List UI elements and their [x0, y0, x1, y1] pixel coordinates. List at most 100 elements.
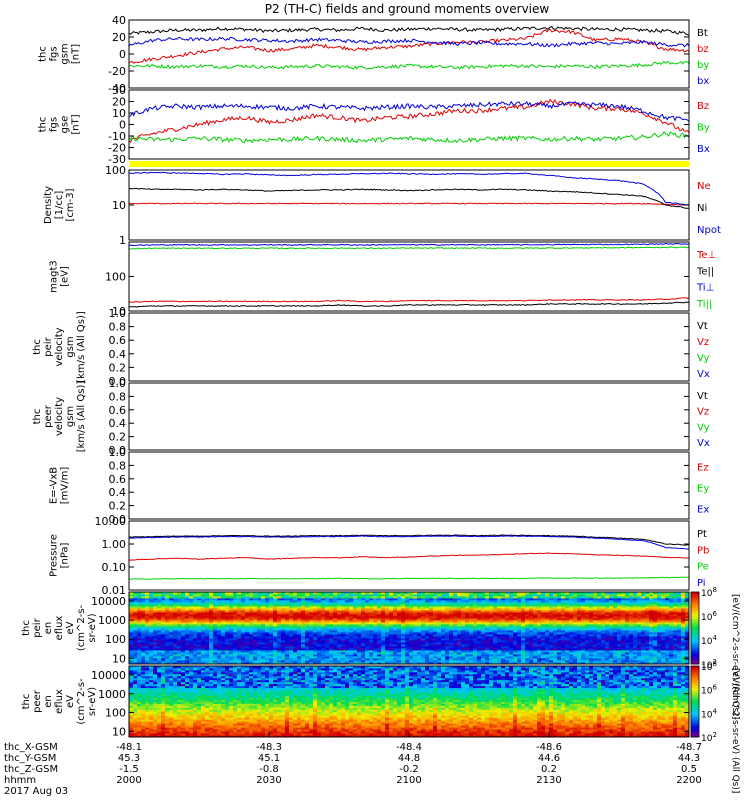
spectrogram-cell: [261, 626, 266, 629]
spectrogram-cell: [293, 660, 298, 663]
spectrogram-cell: [369, 638, 374, 641]
spectrogram-cell: [409, 618, 414, 621]
spectrogram-cell: [381, 662, 386, 665]
spectrogram-cell: [417, 642, 422, 645]
spectrogram-cell: [397, 638, 402, 641]
spectrogram-cell: [133, 622, 138, 625]
spectrogram-cell: [197, 662, 202, 665]
spectrogram-cell: [261, 598, 266, 601]
spectrogram-cell: [381, 652, 386, 655]
spectrogram-cell: [157, 654, 162, 657]
spectrogram-cell: [157, 644, 162, 647]
spectrogram-cell: [305, 596, 310, 599]
spectrogram-cell: [305, 652, 310, 655]
spectrogram-cell: [149, 642, 154, 645]
spectrogram-cell: [333, 642, 338, 645]
spectrogram-cell: [237, 646, 242, 649]
spectrogram-cell: [301, 608, 306, 611]
spectrogram-cell: [409, 612, 414, 615]
legend-entry-te: Te⊥: [696, 250, 716, 261]
spectrogram-cell: [257, 644, 262, 647]
spectrogram-cell: [373, 638, 378, 641]
spectrogram-cell: [237, 620, 242, 623]
legend-entry-vt: Vt: [697, 321, 708, 332]
spectrogram-cell: [209, 662, 214, 665]
spectrogram-cell: [229, 594, 234, 597]
spectrogram-cell: [237, 660, 242, 663]
spectrogram-cell: [321, 624, 326, 627]
spectrogram-cell: [193, 638, 198, 641]
spectrogram-cell: [321, 654, 326, 657]
spectrogram-cell: [309, 634, 314, 637]
spectrogram-cell: [309, 646, 314, 649]
spectrogram-cell: [349, 636, 354, 639]
spectrogram-cell: [229, 650, 234, 653]
y-tick-label: 0.8: [109, 459, 127, 472]
spectrogram-cell: [153, 608, 158, 611]
spectrogram-cell: [261, 600, 266, 603]
spectrogram-cell: [253, 596, 258, 599]
spectrogram-cell: [141, 654, 146, 657]
spectrogram-cell: [245, 620, 250, 623]
spectrogram-cell: [177, 630, 182, 633]
spectrogram-cell: [393, 660, 398, 663]
spectrogram-cell: [329, 610, 334, 613]
spectrogram-cell: [353, 592, 358, 595]
spectrogram-cell: [249, 614, 254, 617]
spectrogram-cell: [345, 632, 350, 635]
spectrogram-cell: [173, 660, 178, 663]
spectrogram-cell: [185, 612, 190, 615]
spectrogram-cell: [149, 654, 154, 657]
spectrogram-cell: [133, 626, 138, 629]
spectrogram-cell: [181, 636, 186, 639]
spectrogram-cell: [165, 650, 170, 653]
spectrogram-cell: [165, 662, 170, 665]
spectrogram-cell: [373, 628, 378, 631]
spectrogram-cell: [129, 646, 134, 649]
y-tick-label: 10: [112, 199, 126, 212]
spectrogram-cell: [397, 656, 402, 659]
spectrogram-cell: [133, 634, 138, 637]
spectrogram-cell: [281, 608, 286, 611]
spectrogram-cell: [269, 650, 274, 653]
spectrogram-cell: [405, 652, 410, 655]
spectrogram-cell: [181, 650, 186, 653]
spectrogram-cell: [205, 652, 210, 655]
spectrogram-cell: [297, 604, 302, 607]
spectrogram-cell: [325, 660, 330, 663]
spectrogram-cell: [325, 616, 330, 619]
spectrogram-cell: [301, 630, 306, 633]
spectrogram-cell: [325, 634, 330, 637]
spectrogram-cell: [169, 648, 174, 651]
spectrogram-cell: [213, 644, 218, 647]
spectrogram-cell: [257, 632, 262, 635]
spectrogram-cell: [381, 640, 386, 643]
spectrogram-cell: [221, 660, 226, 663]
spectrogram-cell: [333, 614, 338, 617]
legend-entry-pt: Pt: [697, 529, 707, 540]
spectrogram-cell: [325, 608, 330, 611]
spectrogram-cell: [385, 626, 390, 629]
spectrogram-cell: [233, 642, 238, 645]
spectrogram-cell: [245, 614, 250, 617]
spectrogram-cell: [253, 650, 258, 653]
spectrogram-cell: [209, 640, 214, 643]
spectrogram-cell: [181, 606, 186, 609]
spectrogram-cell: [233, 652, 238, 655]
spectrogram-cell: [205, 644, 210, 647]
spectrogram-cell: [245, 644, 250, 647]
spectrogram-cell: [221, 598, 226, 601]
spectrogram-cell: [401, 636, 406, 639]
spectrogram-cell: [301, 618, 306, 621]
spectrogram-cell: [297, 606, 302, 609]
spectrogram-cell: [393, 614, 398, 617]
spectrogram-cell: [217, 646, 222, 649]
spectrogram-cell: [333, 608, 338, 611]
panel-frame: [128, 89, 690, 160]
spectrogram-cell: [413, 642, 418, 645]
spectrogram-cell: [293, 642, 298, 645]
spectrogram-cell: [133, 660, 138, 663]
spectrogram-cell: [197, 642, 202, 645]
spectrogram-cell: [253, 648, 258, 651]
